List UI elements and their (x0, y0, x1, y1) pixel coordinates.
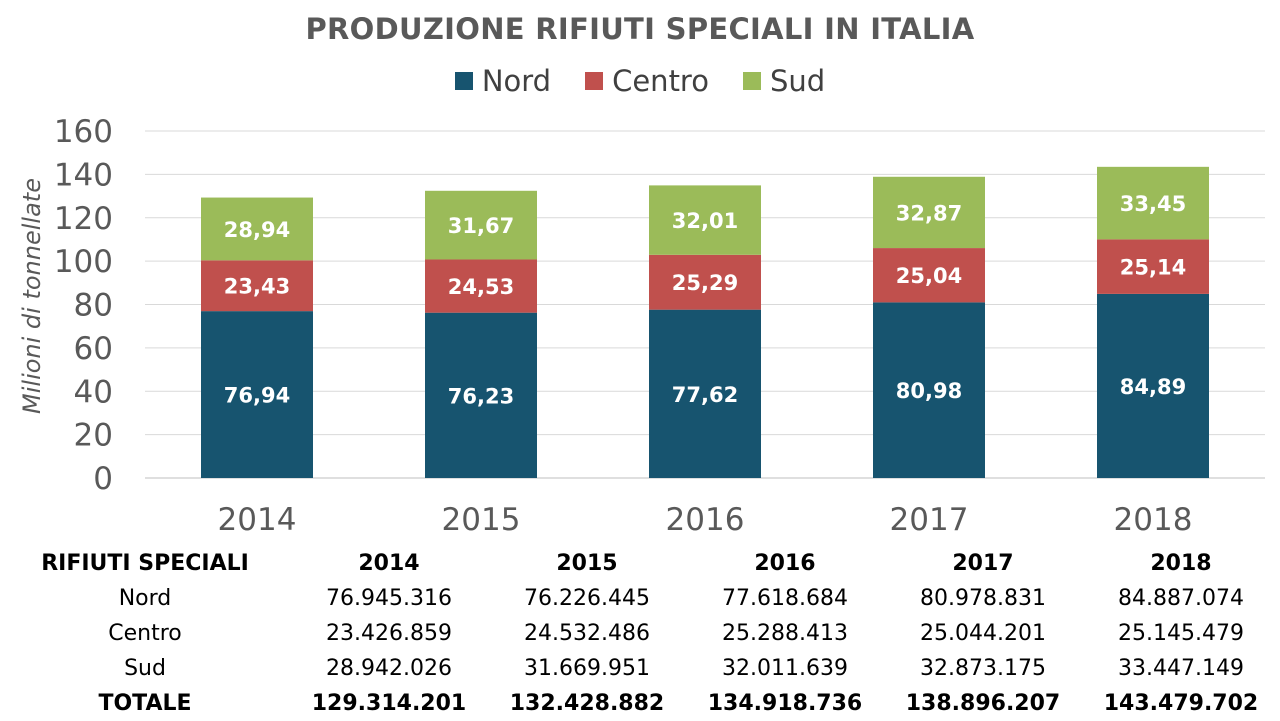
table-header-row: RIFIUTI SPECIALI 2014 2015 2016 2017 201… (0, 546, 1280, 581)
data-label-nord-2018: 84,89 (1120, 375, 1186, 399)
y-tick-label: 0 (93, 461, 113, 497)
table-cell: 80.978.831 (920, 586, 1046, 611)
bar-nord-2017 (873, 302, 985, 478)
data-label-centro-2017: 25,04 (896, 264, 962, 288)
table-cell: Centro (108, 621, 182, 646)
bar-centro-2016 (649, 254, 761, 310)
table-total-row: TOTALE 129.314.201 132.428.882 134.918.7… (0, 686, 1280, 721)
table-header-cell: 2014 (358, 551, 420, 576)
legend-label-nord: Nord (481, 64, 552, 98)
table-cell: 32.011.639 (722, 656, 848, 681)
table-row: Nord 76.945.316 76.226.445 77.618.684 80… (0, 581, 1280, 616)
table-total-cell: TOTALE (98, 691, 192, 716)
data-label-nord-2016: 77,62 (672, 383, 738, 407)
legend-swatch-sud (742, 72, 761, 90)
y-tick-label: 100 (54, 244, 113, 280)
y-tick-label: 40 (74, 374, 113, 410)
legend-item-centro: Centro (585, 64, 709, 98)
legend-label-sud: Sud (769, 64, 826, 98)
data-label-sud-2015: 31,67 (448, 214, 514, 238)
bar-sud-2014 (201, 197, 313, 261)
legend-swatch-centro (585, 72, 604, 90)
y-tick-label: 80 (74, 288, 113, 324)
y-tick-label: 60 (74, 331, 113, 367)
data-label-sud-2014: 28,94 (224, 218, 290, 242)
bar-sud-2016 (649, 185, 761, 255)
table-cell: 28.942.026 (326, 656, 452, 681)
legend: Nord Centro Sud (0, 64, 1280, 98)
bar-nord-2018 (1097, 293, 1209, 478)
data-label-nord-2017: 80,98 (896, 379, 962, 403)
table-row: Centro 23.426.859 24.532.486 25.288.413 … (0, 616, 1280, 651)
legend-item-sud: Sud (742, 64, 826, 98)
data-label-centro-2016: 25,29 (672, 271, 738, 295)
table-header-cell: 2016 (754, 551, 816, 576)
x-tick-label: 2015 (442, 502, 521, 538)
table-header-cell: 2018 (1150, 551, 1212, 576)
legend-swatch-nord (454, 72, 473, 90)
table-cell: 76.945.316 (326, 586, 452, 611)
bar-centro-2018 (1097, 239, 1209, 294)
table-cell: 25.145.479 (1118, 621, 1244, 646)
y-tick-label: 20 (74, 418, 113, 454)
x-tick-label: 2017 (890, 502, 969, 538)
data-label-nord-2014: 76,94 (224, 384, 290, 408)
bars (201, 166, 1209, 478)
table-cell: Sud (124, 656, 166, 681)
table-cell: 84.887.074 (1118, 586, 1244, 611)
table-cell: 31.669.951 (524, 656, 650, 681)
x-tick-label: 2014 (218, 502, 297, 538)
data-labels: 76,94 23,43 28,94 76,23 24,53 31,67 77,62 25,29… (224, 192, 1186, 408)
legend-label-centro: Centro (612, 64, 709, 98)
bar-sud-2015 (425, 190, 537, 260)
data-label-centro-2018: 25,14 (1120, 256, 1186, 280)
table-cell: 77.618.684 (722, 586, 848, 611)
data-label-sud-2017: 32,87 (896, 201, 962, 225)
bar-nord-2014 (201, 311, 313, 478)
bar-sud-2018 (1097, 166, 1209, 240)
table-cell: 76.226.445 (524, 586, 650, 611)
table-cell: 24.532.486 (524, 621, 650, 646)
y-axis-ticks: 0 20 40 60 80 100 120 140 160 (54, 114, 113, 497)
y-tick-label: 160 (54, 114, 113, 150)
bar-nord-2015 (425, 312, 537, 478)
data-label-sud-2018: 33,45 (1120, 192, 1186, 216)
data-label-centro-2014: 23,43 (224, 275, 290, 299)
table-header-cell: RIFIUTI SPECIALI (41, 551, 249, 576)
y-tick-label: 140 (54, 157, 113, 193)
table-cell: Nord (118, 586, 172, 611)
table-cell: 25.044.201 (920, 621, 1046, 646)
table-total-cell: 143.479.702 (1103, 691, 1259, 716)
data-label-centro-2015: 24,53 (448, 275, 514, 299)
chart-title: PRODUZIONE RIFIUTI SPECIALI IN ITALIA (305, 12, 975, 46)
bar-centro-2015 (425, 259, 537, 313)
data-label-nord-2015: 76,23 (448, 384, 514, 408)
x-axis-ticks: 2014 2015 2016 2017 2018 (218, 502, 1193, 538)
table-cell: 25.288.413 (722, 621, 848, 646)
table-total-cell: 129.314.201 (311, 691, 467, 716)
y-tick-label: 120 (54, 201, 113, 237)
table-total-cell: 132.428.882 (509, 691, 665, 716)
y-axis-label: Milioni di tonnellate (18, 178, 46, 414)
table-row: Sud 28.942.026 31.669.951 32.011.639 32.… (0, 651, 1280, 686)
table-header-cell: 2017 (952, 551, 1014, 576)
bar-nord-2016 (649, 309, 761, 478)
bar-centro-2017 (873, 248, 985, 303)
data-label-sud-2016: 32,01 (672, 209, 738, 233)
x-tick-label: 2016 (666, 502, 745, 538)
table-cell: 32.873.175 (920, 656, 1046, 681)
table-cell: 23.426.859 (326, 621, 452, 646)
table-cell: 33.447.149 (1118, 656, 1244, 681)
bar-sud-2017 (873, 176, 985, 249)
legend-item-nord: Nord (454, 64, 552, 98)
bar-centro-2014 (201, 260, 313, 312)
table-total-cell: 138.896.207 (905, 691, 1061, 716)
table-header-cell: 2015 (556, 551, 618, 576)
table-total-cell: 134.918.736 (707, 691, 863, 716)
x-tick-label: 2018 (1114, 502, 1193, 538)
data-table: RIFIUTI SPECIALI 2014 2015 2016 2017 201… (0, 546, 1280, 721)
